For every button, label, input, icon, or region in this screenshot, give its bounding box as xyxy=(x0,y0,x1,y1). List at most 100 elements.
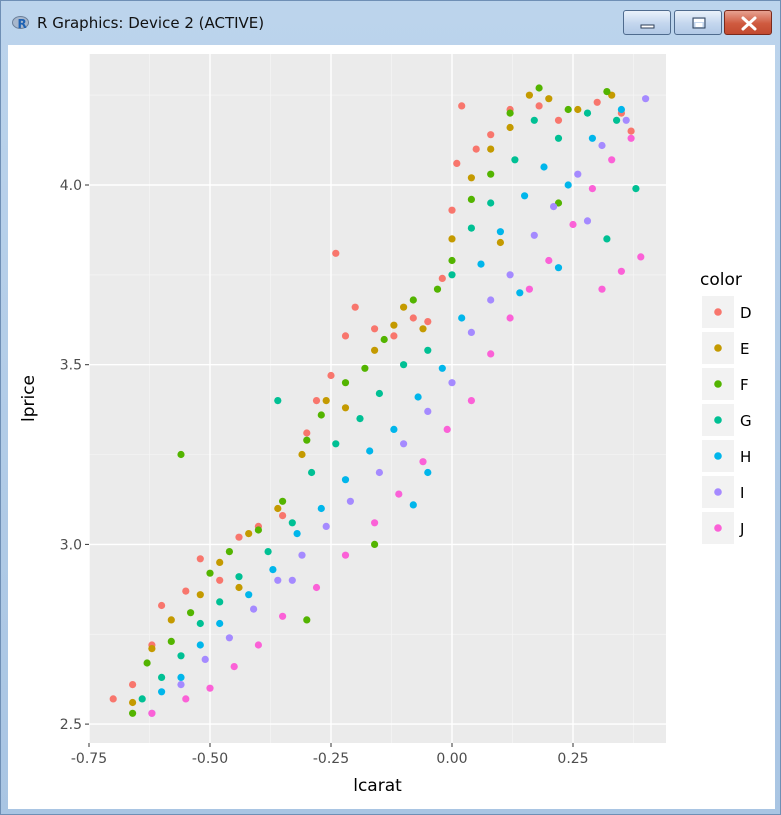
data-point-G xyxy=(554,134,563,142)
legend-swatch-J xyxy=(714,524,722,532)
data-point-D xyxy=(627,127,635,135)
data-point-J xyxy=(254,641,262,649)
data-point-E xyxy=(574,105,582,114)
data-point-I xyxy=(574,170,582,178)
data-point-F xyxy=(341,379,350,387)
data-point-I xyxy=(424,407,432,415)
data-point-G xyxy=(308,468,316,477)
data-point-G xyxy=(235,573,243,581)
data-point-D xyxy=(409,314,417,322)
data-point-D xyxy=(129,681,137,689)
data-point-H xyxy=(409,501,417,509)
title-bar[interactable]: R R Graphics: Device 2 (ACTIVE) xyxy=(1,1,780,45)
data-point-H xyxy=(617,105,626,114)
panel-background xyxy=(89,54,666,743)
y-tick-label: 3.0 xyxy=(60,537,82,553)
data-point-G xyxy=(530,116,538,124)
data-point-E xyxy=(545,95,553,103)
legend-label-H: H xyxy=(740,448,751,466)
data-point-J xyxy=(627,134,635,142)
data-point-D xyxy=(554,116,563,124)
data-point-D xyxy=(303,429,311,437)
data-point-F xyxy=(303,436,311,444)
data-point-I xyxy=(622,116,630,124)
x-tick-label: -0.25 xyxy=(313,751,349,767)
data-point-J xyxy=(545,256,553,265)
data-point-I xyxy=(177,681,185,689)
data-point-I xyxy=(550,203,558,211)
data-point-H xyxy=(554,264,563,272)
data-point-E xyxy=(245,530,253,538)
x-tick-label: 0.25 xyxy=(557,751,588,767)
data-point-E xyxy=(196,591,204,599)
data-point-J xyxy=(419,458,427,466)
data-point-G xyxy=(375,389,383,398)
close-button[interactable] xyxy=(724,10,772,35)
plot-area: -0.75 -0.50 -0.25 0.00 0.25 2.5 3.0 3.5 4.0 lcara… xyxy=(8,45,775,809)
window-title: R Graphics: Device 2 (ACTIVE) xyxy=(37,14,265,32)
data-point-E xyxy=(322,397,330,405)
minimize-button[interactable] xyxy=(623,10,671,35)
data-point-J xyxy=(525,285,534,293)
data-point-F xyxy=(303,616,311,624)
data-point-D xyxy=(487,131,495,139)
data-point-G xyxy=(264,548,272,556)
data-point-I xyxy=(448,379,456,387)
data-point-J xyxy=(230,663,238,671)
data-point-F xyxy=(371,540,379,548)
data-point-H xyxy=(158,688,166,696)
data-point-J xyxy=(569,220,577,229)
data-point-G xyxy=(583,109,592,117)
data-point-E xyxy=(341,404,350,412)
legend-label-D: D xyxy=(740,304,752,322)
data-point-G xyxy=(400,361,408,369)
data-point-E xyxy=(148,645,156,653)
data-point-I xyxy=(225,634,233,642)
data-point-H xyxy=(477,260,485,268)
data-point-H xyxy=(424,468,432,477)
data-point-E xyxy=(400,303,408,311)
data-point-H xyxy=(521,192,529,200)
scatter-plot: -0.75 -0.50 -0.25 0.00 0.25 2.5 3.0 3.5 4.0 lcara… xyxy=(19,54,752,796)
data-point-H xyxy=(564,181,572,189)
data-point-I xyxy=(506,271,514,279)
data-point-I xyxy=(530,231,538,239)
data-point-F xyxy=(433,285,442,293)
data-point-H xyxy=(588,134,597,142)
r-logo-icon: R xyxy=(12,16,29,31)
data-point-D xyxy=(438,274,446,282)
data-point-F xyxy=(143,659,151,667)
maximize-button[interactable] xyxy=(674,10,722,35)
data-point-G xyxy=(356,415,364,423)
maximize-icon xyxy=(692,17,706,29)
data-point-E xyxy=(216,558,224,567)
data-point-J xyxy=(279,612,287,620)
data-point-F xyxy=(535,84,543,92)
data-point-F xyxy=(254,526,262,534)
x-axis-title: lcarat xyxy=(353,776,402,796)
data-point-H xyxy=(269,566,277,574)
data-point-F xyxy=(225,548,233,556)
x-tick-label: -0.75 xyxy=(71,751,107,767)
data-point-J xyxy=(341,551,350,559)
data-point-E xyxy=(371,346,379,354)
data-point-H xyxy=(317,504,325,513)
data-point-I xyxy=(487,296,495,304)
data-point-G xyxy=(177,652,185,660)
data-point-G xyxy=(448,271,456,279)
data-point-J xyxy=(182,695,190,703)
data-point-D xyxy=(312,397,321,405)
data-point-F xyxy=(177,450,185,459)
data-point-F xyxy=(206,569,214,577)
data-point-G xyxy=(332,440,340,448)
legend-label-G: G xyxy=(740,412,752,430)
data-point-H xyxy=(438,364,446,372)
data-point-I xyxy=(250,605,258,613)
data-point-J xyxy=(608,156,616,164)
data-point-D xyxy=(390,332,398,340)
data-point-D xyxy=(424,318,432,326)
data-point-E xyxy=(467,174,475,182)
data-point-J xyxy=(371,519,379,527)
data-point-J xyxy=(206,684,214,692)
